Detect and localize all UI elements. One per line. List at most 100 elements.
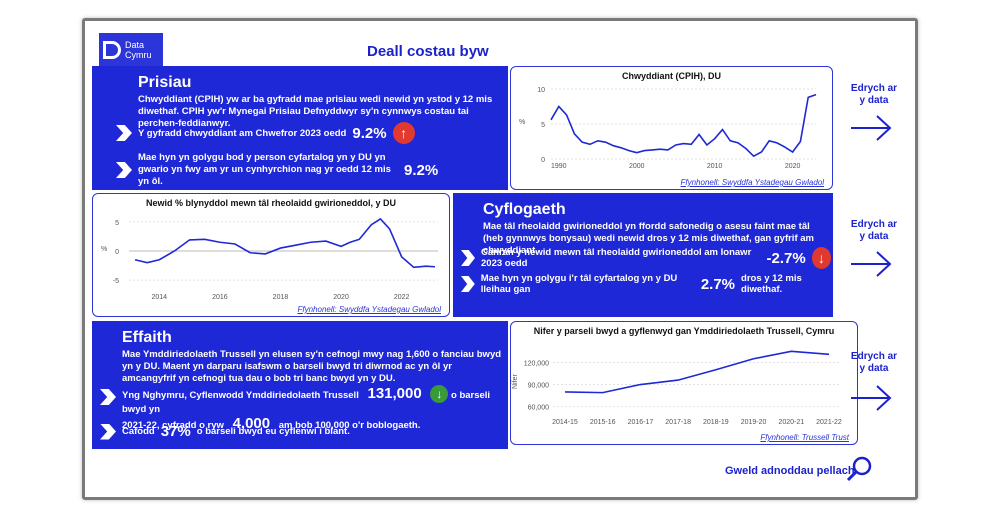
y-tick-label: -5	[113, 278, 119, 285]
x-tick-label: 2010	[707, 163, 723, 170]
chevron-right-icon	[116, 125, 132, 141]
y-tick-label: 5	[115, 220, 119, 227]
employment-look-at-data-link[interactable]: Edrych ar y data	[850, 219, 898, 242]
dashboard-frame: Data Cymru Deall costau byw Prisiau Chwyd…	[82, 18, 918, 500]
pay-chart-title: Newid % blynyddol mewn tâl rheolaidd gwi…	[145, 198, 397, 208]
arrow-down-icon: ↓	[811, 247, 831, 269]
employment-panel: Cyflogaeth Mae tâl rheolaidd gwirioneddo…	[453, 193, 833, 317]
y-tick-label: 0	[115, 249, 119, 256]
impact-children-text-a: Cafodd	[122, 426, 155, 437]
y-tick-label: 5	[541, 122, 545, 129]
pay-series-line	[134, 217, 436, 269]
x-tick-label: 2016-17	[628, 419, 654, 426]
cpih-chart-source[interactable]: Ffynhonell: Swyddfa Ystadegau Gwladol	[680, 178, 825, 187]
x-tick-label: 2017-18	[665, 419, 691, 426]
pay-chart-source[interactable]: Ffynhonell: Swyddfa Ystadegau Gwladol	[297, 305, 442, 314]
x-tick-label: 2015-16	[590, 419, 616, 426]
impact-parcels-row: Yng Nghymru, Cyflenwodd Ymddiriedolaeth …	[100, 385, 506, 433]
cpih-series-line	[550, 93, 817, 158]
impact-children-row: Cafodd 37% o barseli bwyd eu cyflenwi i …	[100, 423, 506, 440]
logo-icon	[103, 41, 121, 59]
x-tick-label: 2000	[629, 163, 645, 170]
chevron-right-icon	[461, 250, 475, 266]
x-tick-label: 1990	[551, 163, 567, 170]
arrow-right-icon[interactable]	[851, 383, 893, 413]
foodbank-chart[interactable]: Nifer y parseli bwyd a gyflenwyd gan Ymd…	[510, 321, 858, 445]
parcels-series-line	[564, 350, 830, 394]
employment-heading: Cyflogaeth	[483, 201, 566, 218]
x-tick-label: 2018	[273, 294, 289, 301]
x-tick-label: 2022	[394, 294, 410, 301]
x-tick-label: 2014	[152, 294, 168, 301]
x-tick-label: 2014-15	[552, 419, 578, 426]
pay-chart-svg: 5 0 -5 2014 2016 2018 2020 2022%	[101, 217, 438, 301]
prices-panel: Prisiau Chwyddiant (CPIH) yw ar ba gyfra…	[92, 66, 508, 190]
x-tick-label: 2020	[785, 163, 801, 170]
employment-rate-text: Canran y newid mewn tâl rheolaidd gwirio…	[481, 247, 752, 269]
employment-meaning-text-b: dros y 12 mis diwethaf.	[741, 273, 802, 295]
x-tick-label: 2020-21	[778, 419, 804, 426]
employment-description: Mae tâl rheolaidd gwirioneddol yn ffordd…	[483, 221, 814, 256]
y-axis-label: %	[519, 119, 525, 126]
y-tick-label: 120,000	[524, 360, 549, 367]
employment-meaning-text-a: Mae hyn yn golygu i'r tâl cyfartalog yn …	[480, 273, 678, 295]
impact-children-value: 37%	[160, 423, 191, 440]
impact-parcels-text: Yng Nghymru, Cyflenwodd Ymddiriedolaeth …	[122, 385, 502, 433]
impact-parcels-text-b: o barseli bwyd yn	[122, 390, 491, 415]
x-tick-label: 2021-22	[816, 419, 842, 426]
chevron-right-icon	[100, 423, 116, 440]
prices-meaning-value: 9.2%	[404, 161, 439, 179]
arrow-up-icon: ↑	[392, 122, 415, 144]
arrow-down-icon: ↓	[430, 385, 449, 403]
prices-meaning-row: Mae hyn yn golygu bod y person cyfartalo…	[116, 152, 506, 188]
impact-parcels-value: 131,000	[367, 385, 422, 402]
pay-chart[interactable]: Newid % blynyddol mewn tâl rheolaidd gwi…	[92, 193, 450, 317]
data-cymru-logo[interactable]: Data Cymru	[99, 33, 163, 67]
chevron-right-icon	[100, 389, 116, 405]
x-tick-label: 2016	[212, 294, 228, 301]
chevron-right-icon	[461, 276, 475, 292]
prices-rate-value: 9.2%	[352, 124, 387, 142]
impact-heading: Effaith	[122, 329, 172, 346]
x-tick-label: 2020	[333, 294, 349, 301]
y-tick-label: 90,000	[528, 383, 550, 390]
foodbank-chart-source[interactable]: Ffynhonell: Trussell Trust	[760, 433, 849, 442]
cpih-chart-svg: 0 5 10 1990 2000 2010 2020%	[519, 87, 817, 170]
impact-rate-value: 4,000	[232, 415, 271, 432]
page-title: Deall costau byw	[367, 43, 489, 60]
y-tick-label: 60,000	[528, 405, 550, 412]
prices-rate-row: Y gyfradd chwyddiant am Chwefror 2023 oe…	[116, 122, 506, 144]
employment-rate-row: Canran y newid mewn tâl rheolaidd gwirio…	[461, 247, 831, 269]
arrow-right-icon[interactable]	[851, 113, 893, 143]
impact-children-text-b: o barseli bwyd eu cyflenwi i blant.	[196, 426, 350, 437]
impact-parcels-text-c: 2021-22, cyfradd o ryw	[122, 420, 224, 431]
search-icon[interactable]	[845, 455, 873, 483]
prices-heading: Prisiau	[138, 74, 192, 91]
impact-panel: Effaith Mae Ymddiriedolaeth Trussell yn …	[92, 321, 508, 449]
y-axis-label: Nifer	[512, 374, 519, 389]
cpih-chart-title: Chwyddiant (CPIH), DU	[622, 71, 721, 81]
employment-meaning-value: 2.7%	[700, 275, 736, 293]
impact-look-at-data-link[interactable]: Edrych ar y data	[850, 351, 898, 374]
x-tick-label: 2018-19	[703, 419, 729, 426]
y-tick-label: 0	[541, 157, 545, 164]
prices-description: Chwyddiant (CPIH) yw ar ba gyfradd mae p…	[138, 94, 493, 129]
x-tick-label: 2019-20	[741, 419, 767, 426]
logo-line1: Data	[125, 40, 145, 50]
foodbank-chart-svg: 60,000 90,000 120,000 2014-15 2015-16 2016-17…	[512, 350, 842, 426]
impact-parcels-text-d: am bob 100,000 o'r boblogaeth.	[278, 420, 421, 431]
chevron-right-icon	[116, 162, 132, 178]
prices-meaning-text: Mae hyn yn golygu bod y person cyfartalo…	[138, 152, 391, 187]
impact-description: Mae Ymddiriedolaeth Trussell yn elusen s…	[122, 349, 502, 384]
prices-look-at-data-link[interactable]: Edrych ar y data	[850, 83, 898, 106]
arrow-right-icon[interactable]	[851, 249, 893, 279]
impact-parcels-text-a: Yng Nghymru, Cyflenwodd Ymddiriedolaeth …	[122, 390, 359, 401]
logo-line2: Cymru	[125, 50, 152, 60]
foodbank-chart-title: Nifer y parseli bwyd a gyflenwyd gan Ymd…	[533, 326, 835, 336]
employment-meaning-row: Mae hyn yn golygu i'r tâl cyfartalog yn …	[461, 273, 831, 295]
y-axis-label: %	[101, 246, 107, 253]
employment-rate-value: -2.7%	[766, 249, 806, 267]
more-resources-link[interactable]: Gweld adnoddau pellach	[725, 465, 855, 477]
y-tick-label: 10	[537, 87, 545, 94]
cpih-chart[interactable]: Chwyddiant (CPIH), DU 0 5 10 1990 2000 2010 20…	[510, 66, 833, 190]
